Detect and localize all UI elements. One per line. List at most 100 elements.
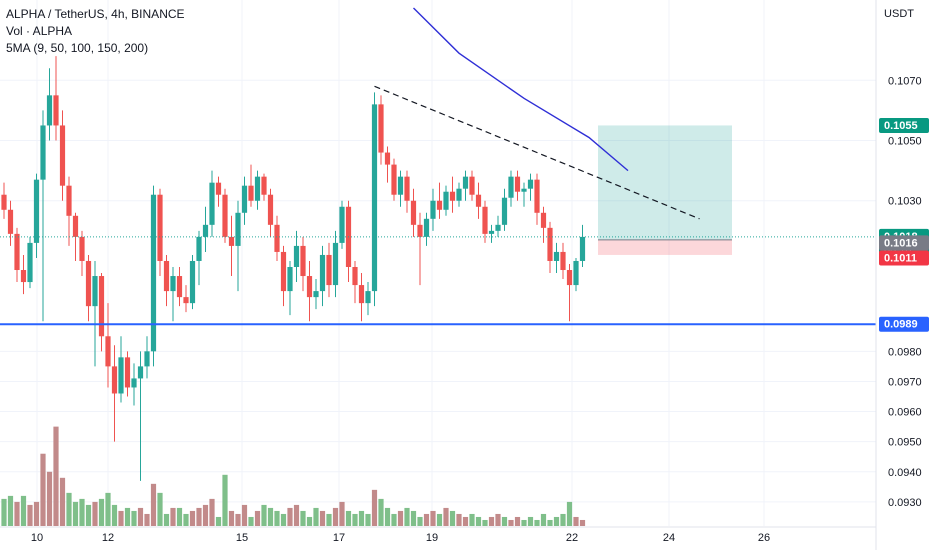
- position-box[interactable]: [598, 125, 732, 255]
- volume-bar: [92, 501, 98, 526]
- candle-body: [417, 224, 423, 237]
- volume-bar: [248, 516, 254, 526]
- candle-body: [293, 245, 300, 267]
- moving-average-line[interactable]: [413, 7, 629, 172]
- currency-label[interactable]: USDT: [884, 8, 914, 20]
- chart-legend: ALPHA / TetherUS, 4h, BINANCE Vol · ALPH…: [6, 6, 185, 57]
- candle-body: [475, 194, 482, 207]
- price-tick-label: 0.0960: [888, 407, 922, 419]
- candle-body: [391, 164, 397, 195]
- volume-bar: [163, 513, 170, 526]
- volume-bar: [254, 510, 261, 526]
- price-label-badge[interactable]: [879, 250, 929, 266]
- volume-bar: [300, 510, 306, 526]
- candle-body: [339, 206, 345, 243]
- volume-bar: [267, 507, 274, 526]
- volume-bar: [306, 516, 313, 526]
- candle-body: [358, 285, 365, 304]
- candle-body: [449, 191, 456, 201]
- price-tick-label: 0.0980: [888, 346, 922, 358]
- time-tick-label: 10: [31, 532, 43, 544]
- candle-body: [534, 179, 540, 213]
- volume-bar: [170, 507, 176, 526]
- volume-bar: [111, 504, 118, 526]
- volume-bar: [319, 510, 326, 526]
- candle-body: [306, 276, 313, 298]
- volume-bar: [534, 519, 540, 526]
- price-tick-label: 0.1030: [888, 196, 922, 208]
- candle-body: [319, 254, 326, 292]
- time-tick-label: 12: [102, 532, 114, 544]
- candle-body: [105, 336, 111, 367]
- volume-bar: [495, 513, 501, 526]
- candle-body: [33, 179, 40, 243]
- candle-body: [313, 291, 319, 298]
- candle-body: [332, 242, 339, 286]
- price-tick-label: 0.1070: [888, 75, 922, 87]
- volume-bar: [20, 495, 27, 526]
- candle-body: [300, 245, 306, 277]
- volume-bar: [430, 510, 436, 526]
- candle-body: [79, 236, 85, 261]
- time-tick-label: 24: [663, 532, 675, 544]
- price-label-text: 0.0989: [884, 319, 918, 331]
- candle-body: [111, 366, 118, 394]
- candle-body: [547, 227, 553, 261]
- price-label-badge[interactable]: [879, 316, 929, 332]
- price-label-badge[interactable]: [879, 117, 929, 133]
- volume-bar: [378, 498, 384, 526]
- candle-body: [267, 194, 274, 225]
- candle-body: [85, 260, 92, 307]
- volume-bar: [573, 516, 579, 526]
- candle-body: [501, 197, 508, 225]
- volume-bar: [215, 516, 222, 526]
- volume-bar: [397, 510, 404, 526]
- candle-body: [209, 182, 215, 225]
- volume-bar: [53, 426, 59, 526]
- volume-bar: [475, 516, 482, 526]
- candle-body: [579, 236, 586, 261]
- volume-bar: [287, 507, 293, 526]
- volume-bar: [124, 507, 131, 526]
- ma-legend[interactable]: 5MA (9, 50, 100, 150, 200): [6, 41, 149, 55]
- candle-body: [46, 95, 53, 126]
- candle-body: [430, 200, 436, 219]
- trend-line[interactable]: [374, 85, 700, 220]
- symbol-title[interactable]: ALPHA / TetherUS, 4h, BINANCE: [6, 7, 185, 21]
- candle-body: [66, 185, 72, 216]
- time-tick-label: 26: [758, 532, 770, 544]
- price-label-badge[interactable]: [879, 235, 929, 251]
- candle-body: [1, 194, 7, 210]
- candle-body: [365, 291, 371, 304]
- candle-body: [183, 297, 189, 304]
- candle-body: [469, 176, 475, 195]
- candle-body: [488, 230, 495, 234]
- take-profit-zone[interactable]: [598, 125, 732, 240]
- price-label-text: 0.1055: [884, 120, 918, 132]
- overlay-lines[interactable]: [0, 7, 876, 326]
- volume-bar: [345, 510, 352, 526]
- volume-bar: [85, 504, 92, 526]
- candle-body: [92, 276, 98, 307]
- candle-body: [566, 270, 573, 286]
- volume-bar: [209, 498, 215, 526]
- volume-bar: [553, 516, 560, 526]
- stop-loss-zone[interactable]: [598, 239, 732, 255]
- candle-body: [508, 176, 514, 198]
- time-tick-label: 22: [566, 532, 578, 544]
- candle-body: [228, 236, 235, 246]
- candle-body: [540, 212, 547, 228]
- volume-bar: [423, 513, 430, 526]
- candle-body: [326, 254, 332, 286]
- candle-body: [274, 224, 280, 252]
- volume-bar: [59, 477, 66, 526]
- volume-bar: [222, 474, 228, 526]
- candle-body: [20, 270, 27, 283]
- volume-bar: [540, 513, 547, 526]
- volume-legend[interactable]: Vol · ALPHA: [6, 24, 73, 38]
- candle-body: [482, 206, 488, 234]
- price-tick-label: 0.0930: [888, 497, 922, 509]
- candle-body: [280, 251, 287, 292]
